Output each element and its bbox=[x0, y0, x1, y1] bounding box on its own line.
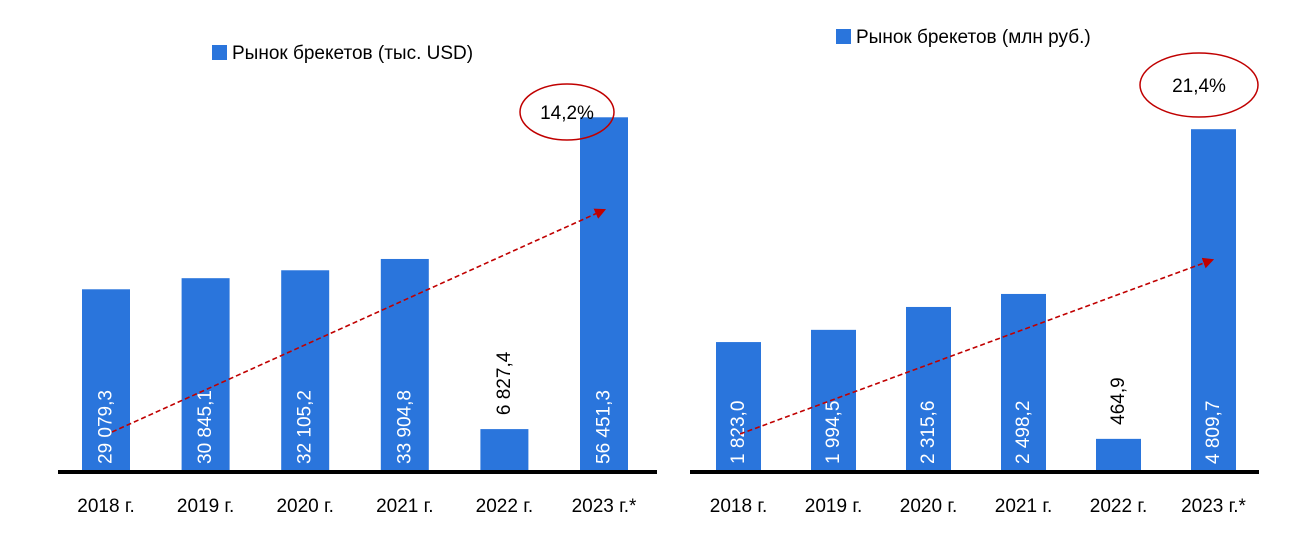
bar bbox=[1191, 129, 1236, 472]
x-tick-label: 2019 г. bbox=[177, 496, 234, 517]
growth-rate-label: 14,2% bbox=[540, 103, 594, 124]
x-tick-label: 2022 г. bbox=[1090, 496, 1147, 517]
bar bbox=[181, 278, 230, 472]
legend-label: Рынок брекетов (тыс. USD) bbox=[232, 43, 473, 64]
x-tick-label: 2018 г. bbox=[710, 496, 767, 517]
x-tick-label: 2020 г. bbox=[276, 496, 333, 517]
trend-arrow bbox=[111, 208, 607, 433]
data-label: 33 904,8 bbox=[394, 390, 415, 464]
data-label: 1 994,5 bbox=[823, 401, 844, 464]
legend: Рынок брекетов (тыс. USD) bbox=[212, 43, 473, 64]
data-label: 29 079,3 bbox=[96, 390, 117, 464]
bar bbox=[906, 306, 951, 472]
bar bbox=[811, 329, 856, 472]
bar bbox=[580, 117, 628, 472]
bar bbox=[1001, 293, 1046, 472]
data-label: 30 845,1 bbox=[195, 390, 216, 464]
legend: Рынок брекетов (млн руб.) bbox=[836, 27, 1091, 48]
data-label: 2 498,2 bbox=[1013, 401, 1034, 464]
x-tick-label: 2019 г. bbox=[805, 496, 862, 517]
data-label: 2 315,6 bbox=[918, 401, 939, 464]
data-label: 4 809,7 bbox=[1203, 401, 1224, 464]
legend-label: Рынок брекетов (млн руб.) bbox=[856, 27, 1091, 48]
bar bbox=[82, 289, 130, 472]
legend-swatch bbox=[212, 45, 227, 60]
x-tick-label: 2020 г. bbox=[900, 496, 957, 517]
data-label: 464,9 bbox=[1108, 377, 1129, 425]
data-label: 32 105,2 bbox=[295, 390, 316, 464]
bar bbox=[1096, 438, 1141, 472]
bar bbox=[281, 270, 330, 472]
growth-ellipse bbox=[1139, 52, 1259, 118]
growth-rate-label: 21,4% bbox=[1172, 76, 1226, 97]
x-tick-label: 2023 г.* bbox=[572, 496, 637, 517]
chart-1: Рынок брекетов (тыс. USD) 29 079,3 2018 г.… bbox=[58, 43, 657, 517]
trend-arrow bbox=[739, 257, 1215, 435]
x-tick-label: 2021 г. bbox=[995, 496, 1052, 517]
x-tick-label: 2022 г. bbox=[476, 496, 533, 517]
bar bbox=[380, 258, 429, 472]
bar bbox=[716, 342, 761, 472]
data-label: 1 823,0 bbox=[728, 401, 749, 464]
x-tick-label: 2023 г.* bbox=[1181, 496, 1246, 517]
data-label: 56 451,3 bbox=[594, 390, 615, 464]
data-label: 6 827,4 bbox=[494, 351, 515, 415]
x-tick-label: 2018 г. bbox=[77, 496, 134, 517]
chart-2: Рынок брекетов (млн руб.) 1 823,0 2018 г. 1… bbox=[690, 27, 1259, 517]
bar bbox=[480, 429, 529, 472]
legend-swatch bbox=[836, 29, 851, 44]
growth-ellipse bbox=[519, 83, 615, 141]
x-tick-label: 2021 г. bbox=[376, 496, 433, 517]
